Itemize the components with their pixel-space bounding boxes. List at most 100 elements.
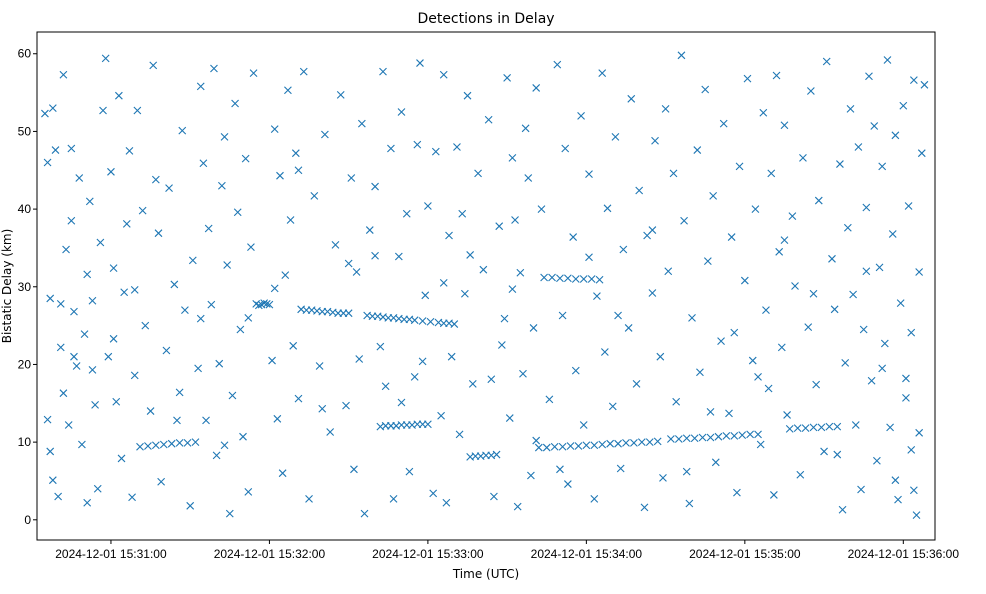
data-point (202, 416, 210, 425)
data-point (537, 205, 546, 213)
data-point (437, 411, 445, 420)
data-point (43, 158, 52, 167)
data-point (56, 299, 65, 308)
data-point (91, 400, 99, 409)
data-point (46, 447, 55, 456)
data-point (83, 498, 92, 507)
data-point (320, 130, 329, 139)
data-point (426, 317, 435, 326)
data-point (527, 471, 535, 480)
data-point (424, 420, 432, 429)
data-point (775, 247, 784, 256)
data-point (109, 264, 118, 273)
data-point (508, 153, 517, 162)
data-point (402, 209, 411, 218)
data-point (651, 136, 659, 145)
data-point (56, 343, 65, 352)
y-axis-label: Bistatic Delay (km) (0, 229, 14, 344)
data-point (590, 441, 599, 450)
data-point (611, 132, 620, 141)
data-point (772, 71, 781, 80)
data-point (577, 112, 585, 120)
data-point (875, 263, 884, 272)
data-point (902, 393, 910, 402)
data-point (503, 73, 512, 82)
data-point (305, 494, 313, 503)
y-axis: 0 10 20 30 40 50 60 (18, 47, 37, 527)
x-axis-label: Time (UTC) (452, 567, 519, 581)
x-tick-label: 2024-12-01 15:35:00 (689, 547, 801, 561)
data-point (439, 279, 448, 287)
data-point (336, 91, 345, 99)
data-point (558, 311, 567, 320)
chart-title: Detections in Delay (417, 11, 554, 27)
data-point (886, 423, 894, 432)
data-point (703, 257, 712, 266)
data-point (241, 154, 250, 163)
data-point (838, 505, 847, 514)
data-point (696, 368, 704, 377)
data-point (659, 473, 667, 482)
data-point (632, 379, 641, 388)
data-point (719, 119, 728, 128)
data-point (814, 196, 823, 205)
data-point (350, 465, 358, 474)
data-point (585, 253, 593, 262)
data-point (466, 251, 475, 259)
data-point (144, 442, 152, 450)
data-point (777, 343, 786, 352)
data-point (603, 204, 612, 213)
data-point (453, 143, 461, 151)
data-point (706, 433, 715, 442)
data-point (836, 160, 844, 168)
data-point (112, 397, 121, 406)
data-point (809, 289, 818, 298)
data-point (416, 59, 424, 67)
data-point (228, 391, 237, 400)
data-point (170, 280, 179, 289)
data-point (294, 394, 303, 403)
data-point (804, 323, 813, 332)
data-point (130, 371, 139, 380)
data-point (344, 309, 353, 318)
data-point (622, 439, 630, 447)
data-point (648, 226, 657, 234)
data-point (656, 352, 665, 361)
data-point (59, 389, 68, 398)
data-point (682, 467, 691, 476)
data-point (149, 61, 158, 70)
data-point (563, 274, 572, 283)
data-point (191, 438, 200, 447)
data-point (487, 375, 496, 384)
data-point (693, 146, 702, 154)
data-point (606, 439, 615, 448)
x-tick-label: 2024-12-01 15:34:00 (531, 547, 643, 561)
data-point (196, 314, 205, 323)
data-point (532, 436, 541, 445)
y-tick-label: 20 (18, 357, 32, 371)
data-point (96, 238, 105, 247)
data-point (75, 174, 84, 182)
data-point (48, 476, 57, 485)
data-point (220, 132, 229, 141)
data-point (571, 366, 580, 375)
data-point (136, 442, 144, 451)
data-point (231, 99, 239, 108)
data-point (600, 348, 609, 356)
data-point (769, 491, 778, 499)
data-point (220, 441, 229, 450)
data-point (130, 285, 139, 294)
data-point (500, 314, 509, 323)
data-point (421, 291, 430, 300)
data-point (706, 407, 715, 416)
data-point (780, 121, 789, 130)
data-point (381, 382, 390, 391)
y-tick-label: 30 (18, 280, 32, 294)
data-point (318, 404, 327, 413)
data-point (590, 494, 599, 503)
data-point (276, 171, 284, 180)
data-point (357, 119, 366, 128)
data-point (825, 422, 834, 431)
data-point (117, 454, 126, 463)
data-point (907, 446, 916, 454)
